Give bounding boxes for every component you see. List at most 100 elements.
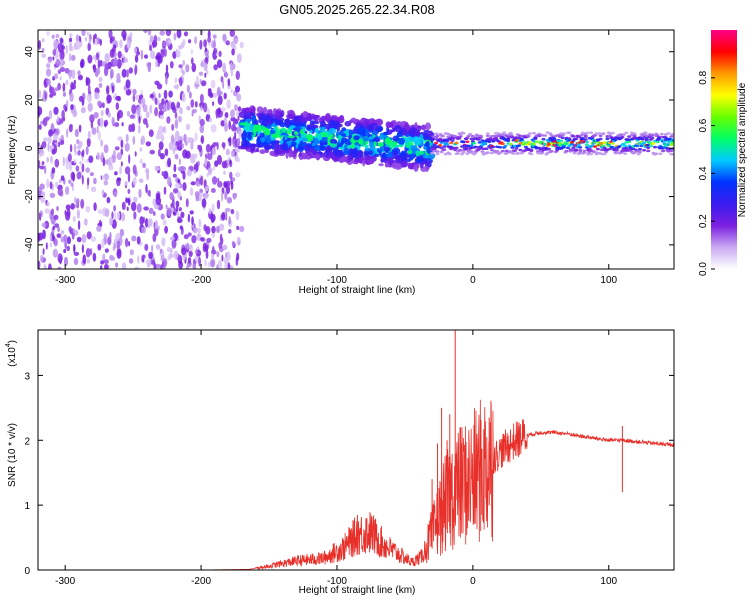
heatmap-cell xyxy=(69,32,73,38)
heatmap-cell xyxy=(658,152,663,156)
heatmap-cell xyxy=(529,149,534,153)
heatmap-cell xyxy=(182,39,186,45)
heatmap-cell xyxy=(208,118,212,123)
heatmap-cell xyxy=(69,92,74,103)
heatmap-cell xyxy=(593,145,598,148)
heatmap-cell xyxy=(77,220,81,231)
heatmap-cell xyxy=(480,150,485,153)
heatmap-cell xyxy=(243,114,252,120)
y-tick-label: 40 xyxy=(24,46,35,58)
heatmap-cell xyxy=(57,226,60,232)
heatmap-cell xyxy=(491,145,496,149)
heatmap-cell xyxy=(632,134,637,137)
heatmap-cell xyxy=(235,70,240,81)
x-tick-label: -100 xyxy=(327,576,347,587)
heatmap-cell xyxy=(293,148,299,154)
heatmap-cell xyxy=(236,53,242,63)
heatmap-cell xyxy=(269,151,274,156)
snr-y-label: SNR (10 * v/v) xyxy=(7,423,18,487)
y-tick-label: 0 xyxy=(24,145,35,151)
heatmap-cell xyxy=(425,122,431,130)
heatmap-cell xyxy=(220,120,225,127)
snr-series-group xyxy=(38,330,674,570)
heatmap-cell xyxy=(602,152,607,156)
heatmap-cell xyxy=(230,109,235,118)
heatmap-cell xyxy=(132,176,137,186)
snr-spikes xyxy=(356,330,623,549)
heatmap-cell xyxy=(55,128,60,136)
heatmap-cell xyxy=(125,133,129,143)
heatmap-cell xyxy=(156,36,161,42)
heatmap-cell xyxy=(542,134,547,137)
heatmap-cell xyxy=(465,152,470,155)
heatmap-cell xyxy=(407,149,413,155)
heatmap-cell xyxy=(211,245,215,255)
heatmap-cell xyxy=(230,150,235,158)
heatmap-cell xyxy=(231,240,235,247)
heatmap-cell xyxy=(212,41,216,49)
heatmap-cell xyxy=(83,219,88,225)
heatmap-cell xyxy=(227,262,231,269)
heatmap-cell xyxy=(164,148,169,157)
heatmap-cell xyxy=(574,137,579,141)
heatmap-cell xyxy=(212,142,218,147)
heatmap-cell xyxy=(614,148,619,152)
heatmap-cell xyxy=(638,147,642,151)
heatmap-cell xyxy=(382,152,387,158)
heatmap-cell xyxy=(605,137,610,141)
heatmap-cell xyxy=(44,91,47,101)
heatmap-cell xyxy=(439,146,444,150)
heatmap-cell xyxy=(217,181,223,188)
heatmap-cell xyxy=(332,116,337,120)
heatmap-cell xyxy=(66,245,70,252)
heatmap-cell xyxy=(109,231,112,240)
heatmap-cell xyxy=(87,54,93,64)
heatmap-cell xyxy=(136,203,142,214)
heatmap-cell xyxy=(344,120,352,127)
heatmap-cell xyxy=(75,198,80,205)
heatmap-cell xyxy=(177,216,182,223)
colorbar-tick-label: 0.8 xyxy=(698,70,709,84)
heatmap-cell xyxy=(132,94,136,103)
heatmap-cell xyxy=(338,134,342,141)
heatmap-cell xyxy=(288,151,293,158)
heatmap-cell xyxy=(39,183,45,190)
heatmap-cell xyxy=(215,109,219,119)
heatmap-cell xyxy=(116,177,122,182)
heatmap-cell xyxy=(74,196,77,204)
heatmap-cell xyxy=(669,149,674,153)
heatmap-cell xyxy=(223,182,228,189)
x-tick-label: -300 xyxy=(55,576,75,587)
heatmap-cell xyxy=(85,205,91,213)
heatmap-cell xyxy=(113,205,116,212)
heatmap-cell xyxy=(174,112,178,119)
heatmap-cell xyxy=(312,120,320,125)
heatmap-cell xyxy=(41,141,47,149)
heatmap-cell xyxy=(343,147,350,156)
heatmap-cell xyxy=(174,77,177,84)
heatmap-cell xyxy=(147,190,151,196)
heatmap-cell xyxy=(175,182,181,189)
heatmap-cell xyxy=(120,161,123,167)
heatmap-cell xyxy=(187,257,192,264)
heatmap-cell xyxy=(115,102,120,110)
heatmap-cell xyxy=(368,141,374,148)
heatmap-cell xyxy=(609,136,614,139)
heatmap-cell xyxy=(190,99,195,108)
heatmap-cell xyxy=(149,104,153,114)
heatmap-cell xyxy=(253,124,258,132)
heatmap-cell xyxy=(422,155,431,159)
heatmap-cell xyxy=(221,160,227,169)
heatmap-cell xyxy=(222,244,228,251)
heatmap-cell xyxy=(147,218,153,227)
heatmap-cell xyxy=(117,109,123,119)
heatmap-cell xyxy=(435,134,440,138)
heatmap-cell xyxy=(299,141,303,147)
heatmap-cell xyxy=(108,157,113,162)
heatmap-cell xyxy=(617,145,622,148)
heatmap-cell xyxy=(48,129,54,137)
heatmap-cell xyxy=(124,237,129,248)
heatmap-cell xyxy=(59,67,66,72)
heatmap-cell xyxy=(642,141,647,144)
heatmap-cell xyxy=(174,118,179,129)
